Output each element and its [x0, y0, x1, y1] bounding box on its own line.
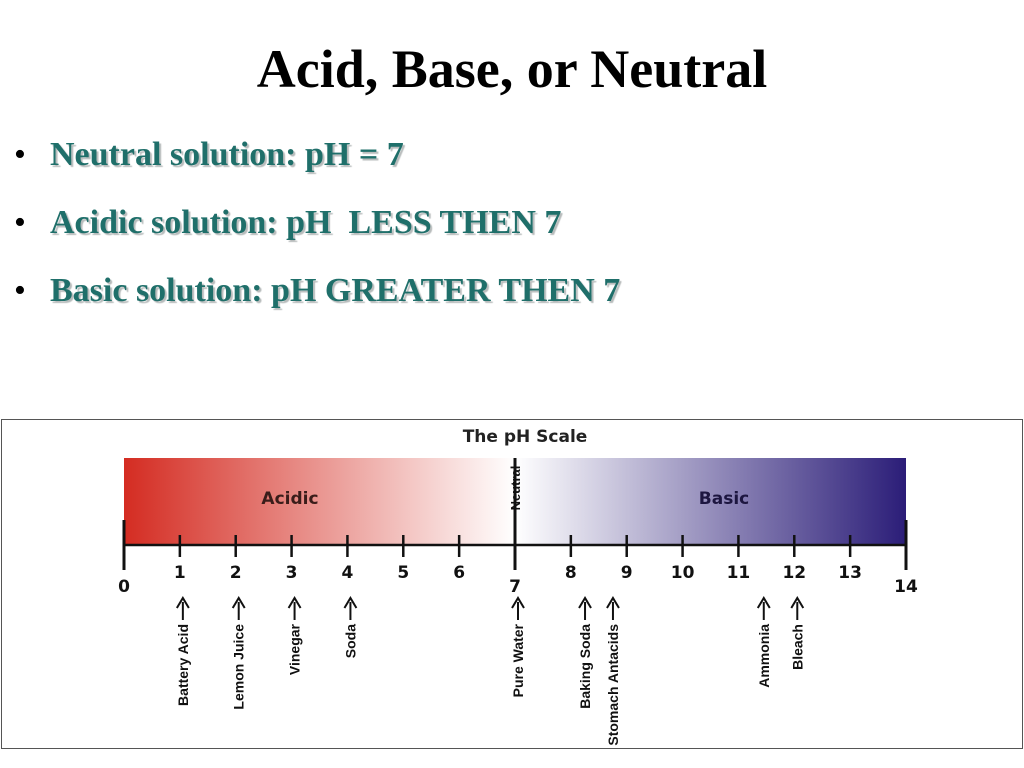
arrow-icon: [343, 596, 358, 609]
arrow-icon: [756, 596, 771, 609]
slide-title: Acid, Base, or Neutral: [256, 39, 768, 99]
scale-title: The pH Scale: [463, 427, 588, 447]
ph-scale-diagram: The pH Scale Acidic Basic 01 2 3 4 5 678 9 10 11…: [118, 427, 918, 746]
tick-label: 12: [782, 563, 806, 583]
substance-label: Stomach Antacids: [605, 624, 621, 746]
tick-label: 10: [671, 563, 695, 583]
tick-label: 8: [565, 563, 577, 583]
arrow-icon: [511, 596, 525, 609]
substance-label: Bleach: [789, 624, 805, 670]
arrow-icon: [578, 596, 592, 609]
tick-label: 11: [727, 563, 751, 583]
bullet-dot-icon: •: [14, 204, 26, 241]
arrow-icon: [231, 596, 246, 609]
tick-label: 4: [342, 563, 354, 583]
bullet-acidic-text: Acidic solution: pH LESS THEN 7: [50, 204, 562, 241]
arrow-icon: [287, 596, 302, 609]
bullet-dot-icon: •: [14, 272, 26, 309]
substance-markers: Battery Acid Lemon Juice Vinegar Soda Pure W…: [175, 596, 805, 746]
tick-label: 0: [118, 577, 130, 597]
substance-label: Baking Soda: [577, 624, 593, 709]
region-basic-label: Basic: [699, 489, 749, 509]
tick-label: 6: [453, 563, 465, 583]
substance-label: Battery Acid: [175, 624, 191, 706]
tick-label: 14: [894, 577, 918, 597]
neutral-label: Neutral: [508, 466, 523, 511]
tick-label: 1: [174, 563, 186, 583]
bullet-dot-icon: •: [14, 136, 26, 173]
bullet-basic-text: Basic solution: pH GREATER THEN 7: [50, 272, 621, 309]
bullet-neutral-text: Neutral solution: pH = 7: [50, 136, 404, 173]
region-acidic-label: Acidic: [261, 489, 318, 509]
substance-label: Ammonia: [756, 624, 772, 688]
arrow-icon: [175, 596, 190, 609]
substance-label: Pure Water: [510, 623, 526, 697]
substance-label: Soda: [342, 624, 358, 658]
tick-label: 2: [230, 563, 242, 583]
tick-label: 5: [397, 563, 409, 583]
arrow-icon: [606, 596, 620, 609]
tick-label: 7: [509, 577, 521, 597]
arrow-icon: [790, 596, 805, 609]
substance-label: Vinegar: [287, 623, 303, 675]
tick-label: 9: [621, 563, 633, 583]
tick-label: 13: [838, 563, 862, 583]
substance-label: Lemon Juice: [231, 624, 247, 710]
tick-label: 3: [286, 563, 298, 583]
ph-scale-figure: The pH Scale Acidic Basic 0 1 2 3 4 5 6 7 8 9 10 11…: [1, 419, 1023, 749]
